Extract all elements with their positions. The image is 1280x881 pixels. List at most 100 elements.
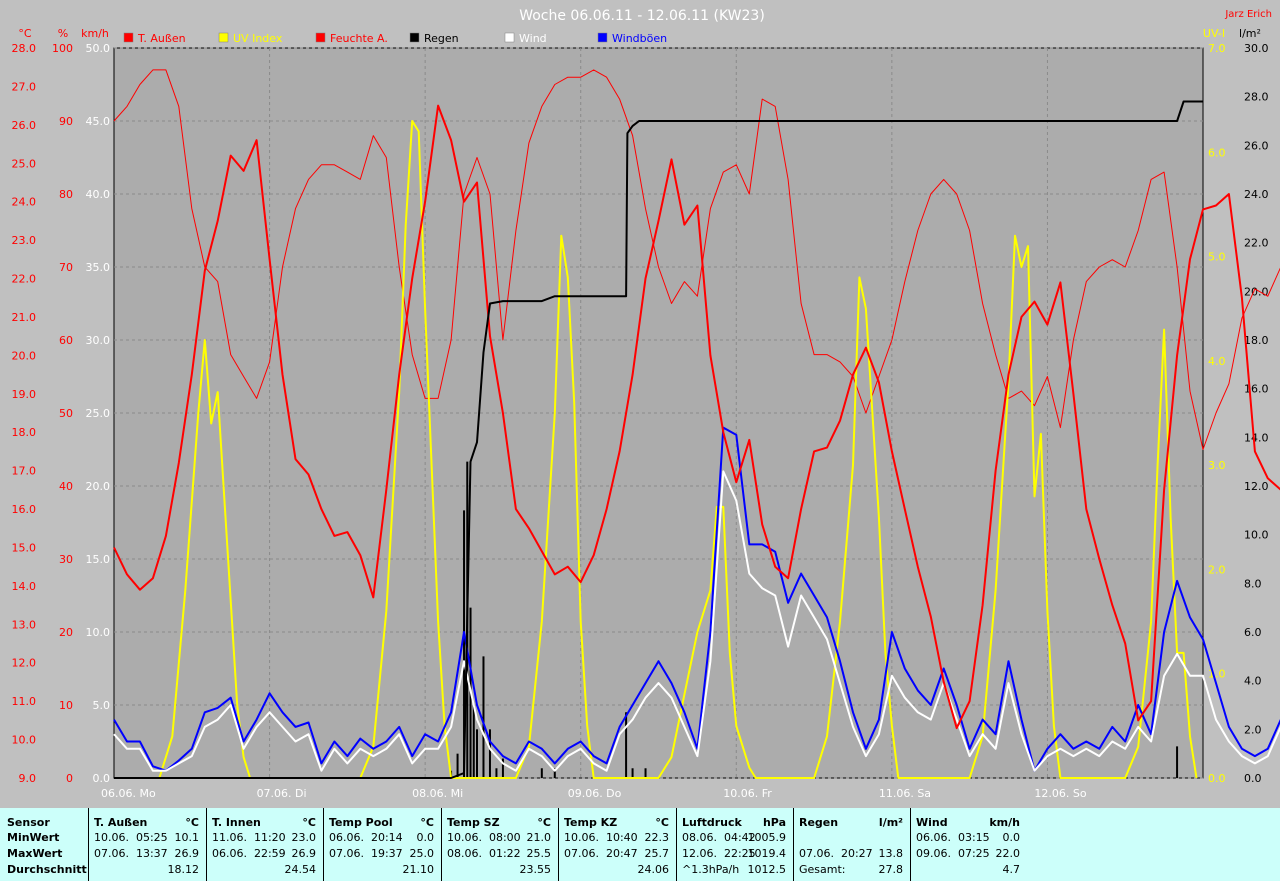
stats-cell-value: 1005.9 bbox=[747, 831, 787, 844]
uvi-tick-label: 2.0 bbox=[1208, 563, 1226, 576]
hum-tick-label: 90 bbox=[59, 115, 73, 128]
wind-tick-label: 0.0 bbox=[93, 772, 111, 785]
stats-column-title: Wind bbox=[916, 816, 948, 829]
wind-unit-label: km/h bbox=[81, 27, 109, 40]
stats-cell-value: 21.0 bbox=[526, 831, 552, 844]
day-label: 12.06. So bbox=[1034, 787, 1086, 800]
stats-cell-value: 26.9 bbox=[174, 847, 200, 860]
stats-cell-value: 23.0 bbox=[291, 831, 317, 844]
chart-legend: T. Außen UV Index Feuchte A. Regen Wind Windb… bbox=[123, 32, 667, 45]
stats-cell-value: 0.0 bbox=[1002, 831, 1021, 844]
stats-column-unit: °C bbox=[655, 816, 669, 829]
temp-tick-label: 27.0 bbox=[12, 80, 37, 93]
rain-tick-label: 8.0 bbox=[1244, 577, 1262, 590]
hum-tick-label: 60 bbox=[59, 334, 73, 347]
stats-cell-value: 10.1 bbox=[174, 831, 200, 844]
stats-cell-value: 25.7 bbox=[644, 847, 670, 860]
stats-cell-time: 10.06. 10:40 bbox=[564, 831, 638, 844]
series-line-t-au-en bbox=[113, 104, 1280, 730]
wind-tick-label: 45.0 bbox=[86, 115, 111, 128]
wind-tick-label: 20.0 bbox=[86, 480, 111, 493]
wind-tick-label: 5.0 bbox=[93, 699, 111, 712]
uvi-tick-label: 3.0 bbox=[1208, 459, 1226, 472]
stats-cell-time: 08.06. 04:42 bbox=[682, 831, 756, 844]
rain-tick-label: 0.0 bbox=[1244, 772, 1262, 785]
axis-ticks: 28.0 27.0 26.0 25.0 24.0 23.0 22.0 21.0 20.0 19.0… bbox=[12, 42, 1269, 800]
rain-unit-label: l/m² bbox=[1239, 27, 1261, 40]
uvi-tick-label: 7.0 bbox=[1208, 42, 1226, 55]
temp-tick-label: 12.0 bbox=[12, 657, 37, 670]
legend-label: Feuchte A. bbox=[330, 32, 388, 45]
stats-cell-time: 07.06. 13:37 bbox=[94, 847, 168, 860]
stats-column: Luftdruck hPa 08.06. 04:42 1005.9 12.06. 22:… bbox=[677, 808, 794, 881]
stats-column-title: Temp SZ bbox=[447, 816, 500, 829]
series-line-regen bbox=[114, 100, 1203, 779]
stats-row-label: Durchschnitt bbox=[7, 863, 87, 876]
stats-column: T. Innen °C 11.06. 11:20 23.0 06.06. 22:59 26… bbox=[207, 808, 324, 881]
stats-cell-value: 13.8 bbox=[878, 847, 904, 860]
legend-label: Regen bbox=[424, 32, 459, 45]
stats-column-unit: hPa bbox=[762, 816, 786, 829]
temp-tick-label: 13.0 bbox=[12, 618, 37, 631]
stats-column-divider bbox=[793, 808, 794, 881]
day-label: 09.06. Do bbox=[568, 787, 622, 800]
wind-tick-label: 30.0 bbox=[86, 334, 111, 347]
stats-column-divider bbox=[558, 808, 559, 881]
uvi-tick-label: 5.0 bbox=[1208, 251, 1226, 264]
stats-column-divider bbox=[676, 808, 677, 881]
stats-column: Temp Pool °C 06.06. 20:14 0.0 07.06. 19:37 25… bbox=[324, 808, 442, 881]
wind-tick-label: 10.0 bbox=[86, 626, 111, 639]
legend-swatch bbox=[504, 32, 515, 43]
stats-cell-value: 4.7 bbox=[1002, 863, 1021, 876]
stats-cell-value: 24.54 bbox=[284, 863, 317, 876]
stats-cell-value: 0.0 bbox=[416, 831, 435, 844]
stats-column: T. Außen °C 10.06. 05:25 10.1 07.06. 13:37 26… bbox=[89, 808, 207, 881]
wind-tick-label: 50.0 bbox=[86, 42, 111, 55]
legend-swatch bbox=[597, 32, 608, 43]
legend-swatch bbox=[409, 32, 420, 43]
stats-column-title: Regen bbox=[799, 816, 839, 829]
stats-column: Temp KZ °C 10.06. 10:40 22.3 07.06. 20:47 25.… bbox=[559, 808, 677, 881]
rain-tick-label: 26.0 bbox=[1244, 139, 1269, 152]
temp-tick-label: 20.0 bbox=[12, 349, 37, 362]
stats-cell-value: 26.9 bbox=[291, 847, 317, 860]
legend-label: T. Außen bbox=[137, 32, 186, 45]
hum-unit-label: % bbox=[58, 27, 68, 40]
temp-tick-label: 24.0 bbox=[12, 196, 37, 209]
legend-label: UV Index bbox=[233, 32, 283, 45]
stats-cell-value: 1012.5 bbox=[747, 863, 787, 876]
stats-column-title: Temp Pool bbox=[329, 816, 393, 829]
temp-tick-label: 11.0 bbox=[12, 695, 37, 708]
stats-cell-time: 07.06. 19:37 bbox=[329, 847, 403, 860]
stats-cell-value: 25.5 bbox=[526, 847, 552, 860]
series-line-windb-en bbox=[113, 426, 1280, 772]
hum-tick-label: 80 bbox=[59, 188, 73, 201]
rain-tick-label: 22.0 bbox=[1244, 237, 1269, 250]
stats-column-title: Luftdruck bbox=[682, 816, 742, 829]
temp-tick-label: 23.0 bbox=[12, 234, 37, 247]
uvi-tick-label: 6.0 bbox=[1208, 146, 1226, 159]
day-label: 10.06. Fr bbox=[723, 787, 772, 800]
stats-cell-value: 27.8 bbox=[878, 863, 904, 876]
stats-cell-time: 07.06. 20:27 bbox=[799, 847, 873, 860]
temp-tick-label: 18.0 bbox=[12, 426, 37, 439]
rain-tick-label: 24.0 bbox=[1244, 188, 1269, 201]
uvi-tick-label: 1.0 bbox=[1208, 668, 1226, 681]
uvi-tick-label: 4.0 bbox=[1208, 355, 1226, 368]
stats-row-labels: Sensor MinWert MaxWert Durchschnitt bbox=[0, 808, 88, 881]
hum-tick-label: 100 bbox=[52, 42, 73, 55]
temp-tick-label: 25.0 bbox=[12, 157, 37, 170]
uvi-unit-label: UV-I bbox=[1203, 27, 1225, 40]
stats-column-divider bbox=[206, 808, 207, 881]
temp-tick-label: 16.0 bbox=[12, 503, 37, 516]
stats-cell-value: 1019.4 bbox=[747, 847, 787, 860]
temp-tick-label: 19.0 bbox=[12, 388, 37, 401]
rain-tick-label: 18.0 bbox=[1244, 334, 1269, 347]
stats-cell-time: Gesamt: bbox=[799, 863, 846, 876]
day-label: 06.06. Mo bbox=[101, 787, 156, 800]
legend-swatch bbox=[123, 32, 134, 43]
stats-column-unit: km/h bbox=[989, 816, 1020, 829]
series-line-wind bbox=[113, 470, 1280, 772]
plot-area bbox=[113, 69, 1280, 779]
stats-cell-time: ^1.3hPa/h bbox=[682, 863, 740, 876]
